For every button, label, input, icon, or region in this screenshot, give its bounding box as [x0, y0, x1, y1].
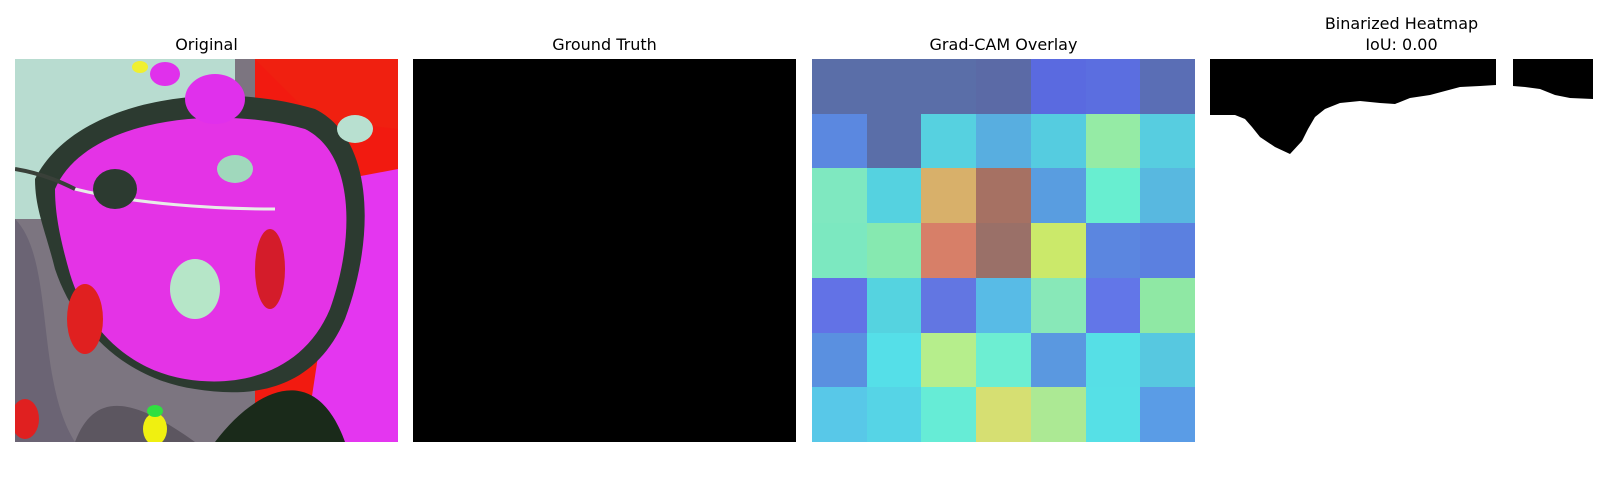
heatmap-cell	[1140, 59, 1195, 114]
heatmap-cell	[1140, 113, 1195, 169]
heatmap-cell	[1030, 168, 1086, 224]
panel-title: Grad-CAM Overlay	[929, 35, 1078, 54]
heatmap-cell	[1085, 223, 1141, 278]
heatmap-cell	[866, 332, 922, 388]
heatmap-cell	[812, 332, 867, 388]
heatmap-cell	[921, 332, 977, 388]
heatmap-cell	[976, 113, 1031, 169]
heatmap-cell	[1085, 387, 1141, 442]
heatmap-cell	[976, 387, 1031, 442]
panel-gradcam-overlay: Grad-CAM Overlay	[812, 0, 1195, 500]
panel-binarized-heatmap: Binarized Heatmap IoU: 0.00	[1210, 0, 1593, 500]
heatmap-cell	[866, 277, 922, 333]
heatmap-cell	[1085, 168, 1141, 224]
heatmap-cell	[812, 113, 867, 169]
heatmap-cell	[921, 387, 977, 442]
heatmap-grid	[812, 59, 1195, 442]
heatmap-cell	[1030, 59, 1086, 114]
heatmap-cell	[1030, 113, 1086, 169]
heatmap-cell	[921, 113, 977, 169]
leaf-photo	[15, 59, 398, 442]
heatmap-cell	[812, 277, 867, 333]
heatmap-cell	[976, 332, 1031, 388]
heatmap-cell	[1140, 387, 1195, 442]
heatmap-cell	[1030, 277, 1086, 333]
heatmap-cell	[1085, 277, 1141, 333]
heatmap-cell	[1085, 332, 1141, 388]
binarized-mask	[1210, 59, 1593, 442]
heatmap-cell	[866, 223, 922, 278]
panel-original: Original	[15, 0, 398, 500]
heatmap-cell	[866, 113, 922, 169]
original-image	[15, 59, 398, 442]
heatmap-cell	[1140, 332, 1195, 388]
heatmap-cell	[866, 59, 922, 114]
binarized-heatmap-image	[1210, 59, 1593, 442]
panel-title: Ground Truth	[552, 35, 657, 54]
heatmap-cell	[812, 223, 867, 278]
heatmap-cell	[976, 277, 1031, 333]
heatmap-cell	[976, 59, 1031, 114]
panel-ground-truth: Ground Truth	[413, 0, 796, 500]
iou-label: IoU: 0.00	[1365, 35, 1438, 54]
panel-title: Binarized Heatmap	[1324, 14, 1479, 33]
heatmap-cell	[1030, 387, 1086, 442]
heatmap-cell	[1030, 223, 1086, 278]
heatmap-cell	[1085, 113, 1141, 169]
heatmap-cell	[921, 168, 977, 224]
heatmap-cell	[921, 59, 977, 114]
heatmap-cell	[1140, 223, 1195, 278]
ground-truth-mask	[413, 59, 796, 442]
heatmap-cell	[1140, 277, 1195, 333]
heatmap-cell	[866, 168, 922, 224]
heatmap-cell	[812, 168, 867, 224]
heatmap-cell	[976, 168, 1031, 224]
heatmap-cell	[1140, 168, 1195, 224]
heatmap-cell	[921, 223, 977, 278]
gradcam-overlay-image	[812, 59, 1195, 442]
panel-title: Original	[175, 35, 238, 54]
heatmap-cell	[812, 59, 867, 114]
heatmap-cell	[1085, 59, 1141, 114]
heatmap-cell	[812, 387, 867, 442]
heatmap-cell	[976, 223, 1031, 278]
heatmap-cell	[921, 277, 977, 333]
heatmap-cell	[866, 387, 922, 442]
heatmap-cell	[1030, 332, 1086, 388]
